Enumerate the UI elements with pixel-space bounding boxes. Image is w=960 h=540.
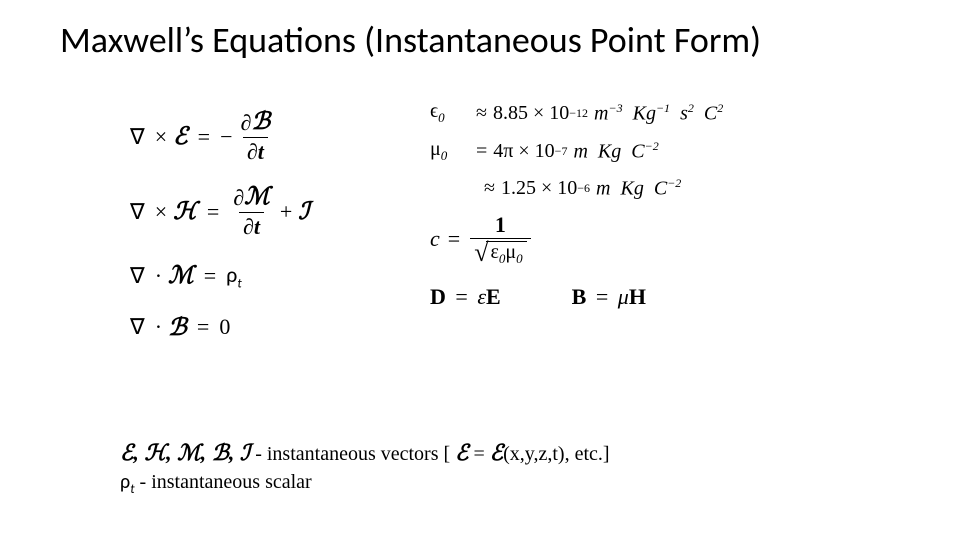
gauss-law-magnetic: ∇ · ℬ = 0: [130, 313, 380, 342]
maxwell-equations: ∇ × ℰ = − ∂ ℬ ∂ t ∇ × ℋ =: [130, 110, 380, 364]
equals: =: [188, 124, 220, 150]
mu0-exact-row: μ0 = 4π × 10−7 m Kg C−2: [430, 138, 860, 164]
slide: Maxwell’s Equations (Instantaneous Point…: [0, 0, 960, 540]
note-scalar: ρt - instantaneous scalar: [120, 470, 610, 497]
minus-sign: −: [220, 124, 236, 150]
dB-dt-fraction: ∂ ℬ ∂ t: [237, 110, 275, 163]
mu0-approx-row: ≈ 1.25 × 10−6 m Kg C−2: [430, 176, 860, 201]
epsilon0-row: ϵ0 ≈ 8.85 × 10−12 m−3 Kg−1 s2 C2: [430, 100, 860, 126]
constitutive-relations: D = εE B = μH: [430, 284, 860, 310]
physical-constants: ϵ0 ≈ 8.85 × 10−12 m−3 Kg−1 s2 C2 μ0 = 4π…: [430, 100, 860, 310]
nabla-icon: ∇: [130, 124, 145, 150]
speed-of-light-row: c = 1 √ ε0μ0: [430, 213, 860, 266]
faraday-law: ∇ × ℰ = − ∂ ℬ ∂ t: [130, 110, 380, 163]
note-vectors: ℰ, ℋ, ℳ, ℬ, ℐ - instantaneous vectors [ …: [120, 440, 610, 466]
cross-operator: ×: [149, 124, 173, 150]
J-script: ℐ: [298, 197, 309, 226]
slide-title: Maxwell’s Equations (Instantaneous Point…: [60, 18, 761, 62]
dot-operator: ·: [149, 263, 168, 289]
H-script: ℋ: [173, 197, 197, 226]
legend-notes: ℰ, ℋ, ℳ, ℬ, ℐ - instantaneous vectors [ …: [120, 440, 610, 501]
ampere-law: ∇ × ℋ = ∂ ℳ ∂ t + ℐ: [130, 185, 380, 238]
E-script: ℰ: [173, 122, 188, 151]
gauss-law-electric: ∇ · ℳ = ρt: [130, 261, 380, 291]
dD-dt-fraction: ∂ ℳ ∂ t: [229, 185, 274, 238]
